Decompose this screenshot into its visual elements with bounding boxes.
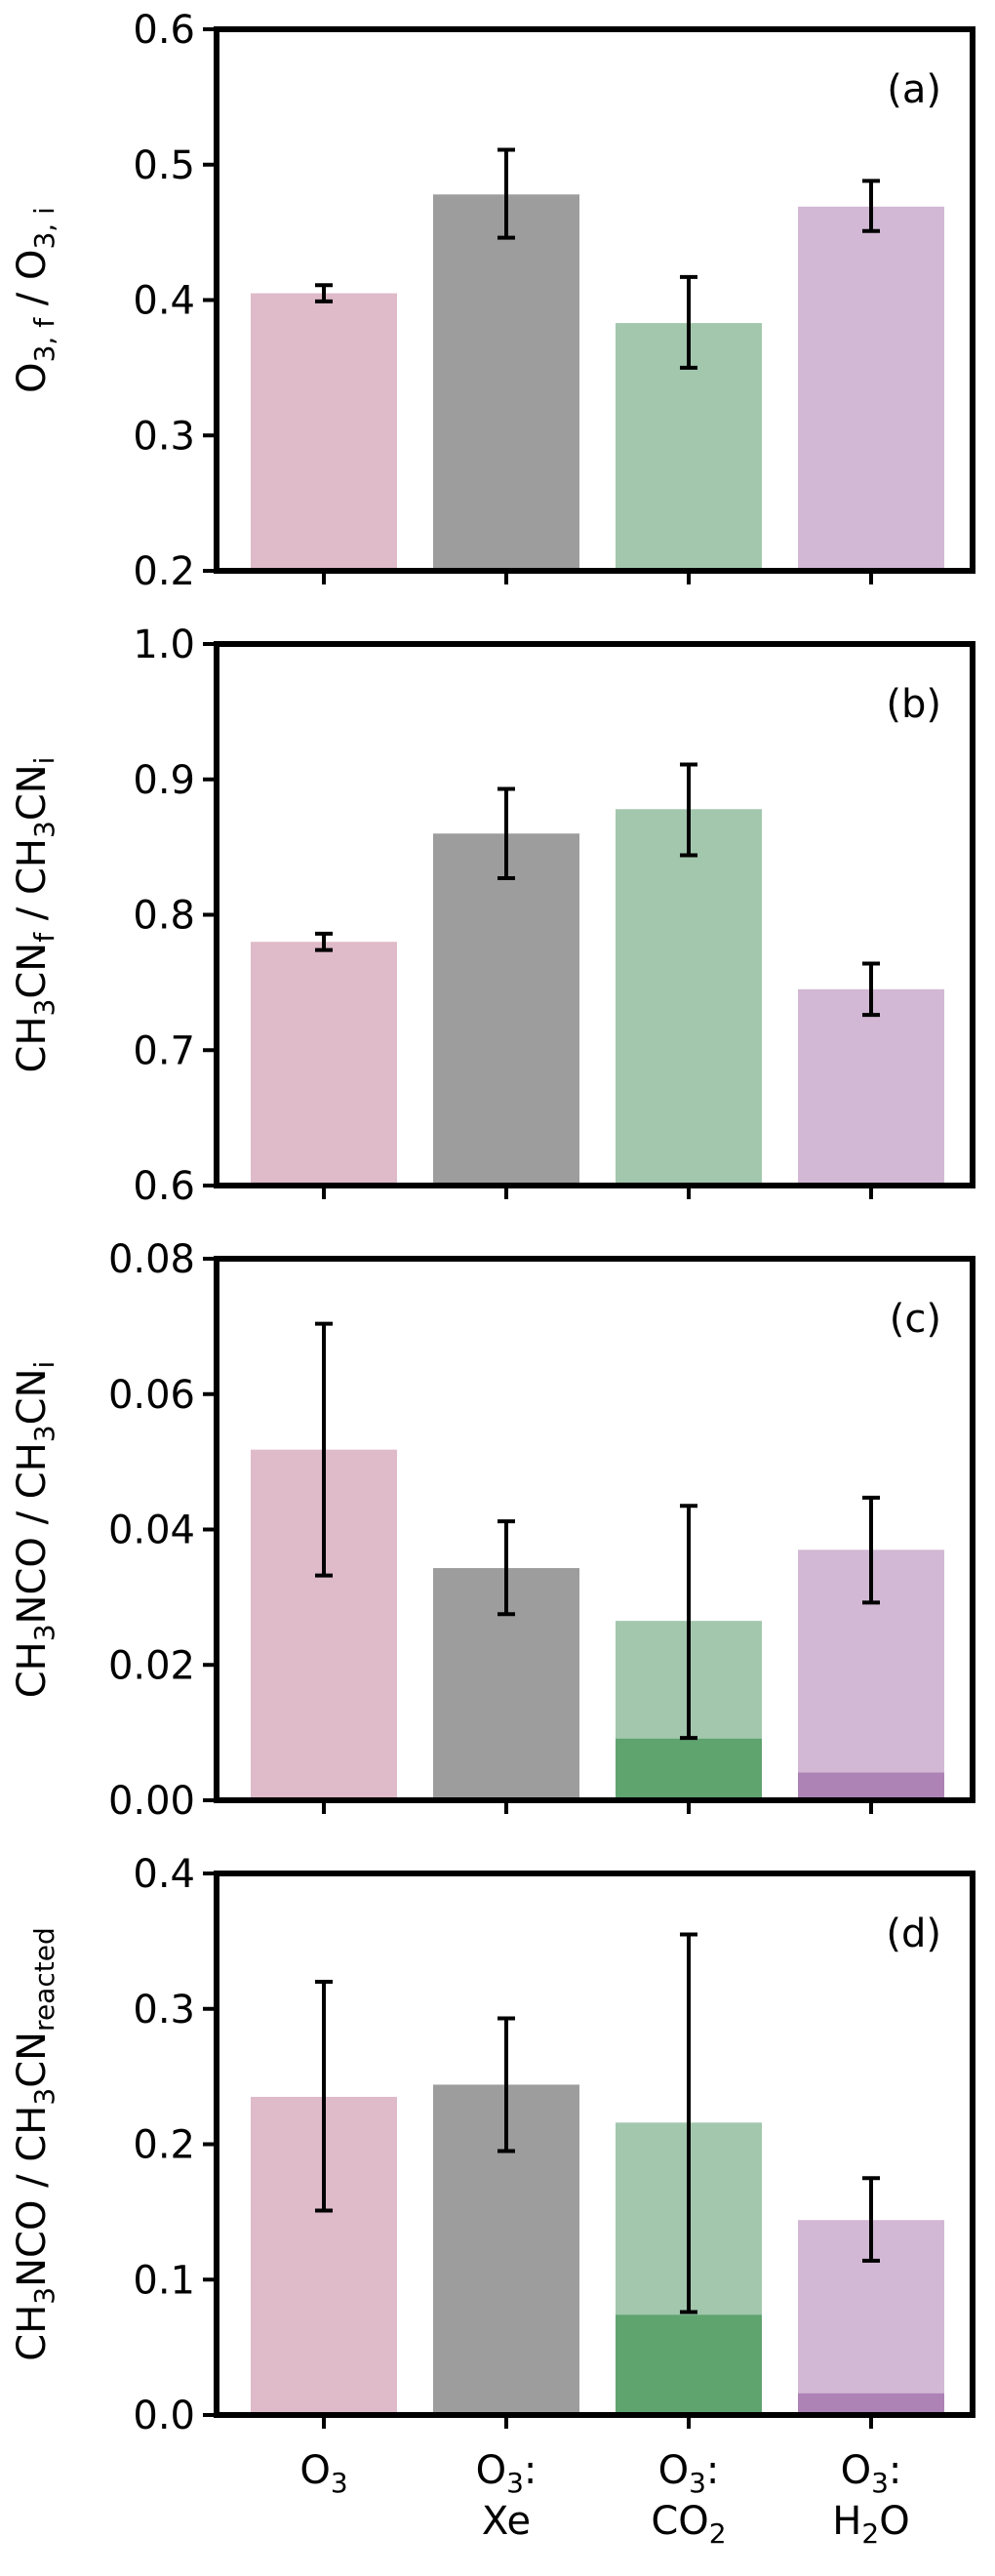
svg-text:Xe: Xe [482,2499,531,2544]
y-tick-label: 0.06 [108,1373,195,1418]
svg-text:H2O: H2O [832,2499,909,2550]
panels: 0.2 0.3 0.4 0.5 0.6 (a) O3, f / O3, i 0.6 0.7 0.8… [10,8,975,2438]
error-bar-O3:Xe [498,1519,515,1617]
bar-dark-O3:CO2 [616,1738,762,1800]
bar-O3 [251,942,397,1186]
y-tick-label: 0.7 [133,1028,195,1073]
error-bar-O3:CO2 [680,1932,697,2314]
y-tick-label: 0.04 [108,1509,195,1553]
error-bar-O3:Xe [498,786,515,881]
y-tick-label: 0.2 [133,549,195,594]
error-bar-O3:H2O [862,179,880,233]
y-tick-label: 0.8 [133,894,195,939]
bar-O3:CO2 [616,809,762,1186]
bar-dark-O3:H2O [798,2393,944,2415]
y-axis-label: O3, f / O3, i [10,207,60,393]
y-tick-label: 0.08 [108,1237,195,1282]
panel-label: (d) [886,1912,941,1956]
panel-a: 0.2 0.3 0.4 0.5 0.6 (a) O3, f / O3, i [10,8,975,594]
error-bar-O3:H2O [862,2176,880,2263]
y-tick-label: 0.6 [133,1164,195,1209]
panel-label: (b) [886,682,941,727]
y-tick-label: 0.4 [133,279,195,324]
y-tick-label: 0.3 [133,414,195,459]
x-tick-label-1: O3:Xe [476,2448,537,2544]
y-tick-label: 0.0 [133,2394,195,2438]
panel-c: 0.00 0.02 0.04 0.06 0.08 (c) CH3NCO / CH3CNi [10,1237,975,1824]
svg-text:CO2: CO2 [651,2499,726,2550]
bar-O3:H2O [798,988,944,1186]
y-axis-label: CH3CNf / CH3CNi [10,757,60,1073]
x-tick-label-0: O3 [299,2448,347,2499]
error-bar-O3 [315,1321,333,1578]
y-tick-label: 0.2 [133,2123,195,2168]
error-bar-O3:Xe [498,147,515,240]
y-tick-label: 0.3 [133,1988,195,2033]
svg-text:O3:: O3: [658,2448,720,2499]
bar-O3 [251,293,397,571]
x-tick-label-3: O3:H2O [832,2448,909,2550]
error-bar-O3:CO2 [680,1504,697,1741]
error-bar-O3:CO2 [680,762,697,858]
bar-dark-O3:H2O [798,1772,944,1800]
error-bar-O3 [315,931,333,952]
panel-label: (a) [887,67,941,112]
y-tick-label: 0.6 [133,8,195,53]
bar-O3:Xe [433,194,579,571]
bar-O3:Xe [433,833,579,1186]
y-tick-label: 1.0 [133,623,195,667]
bar-dark-O3:CO2 [616,2314,762,2415]
y-tick-label: 0.02 [108,1643,195,1688]
y-tick-label: 0.9 [133,758,195,803]
svg-text:O3:: O3: [476,2448,537,2499]
y-axis-label: CH3NCO / CH3CNi [10,1361,60,1699]
svg-text:O3:: O3: [841,2448,902,2499]
panel-d: 0.0 0.1 0.2 0.3 0.4 (d) CH3NCO / CH3CNreacted [10,1852,975,2438]
y-tick-label: 0.1 [133,2258,195,2303]
panel-label: (c) [890,1297,941,1342]
error-bar-O3:CO2 [680,274,697,370]
error-bar-O3 [315,283,333,303]
y-axis-label: CH3NCO / CH3CNreacted [10,1927,60,2360]
y-tick-label: 0.5 [133,143,195,188]
error-bar-O3:H2O [862,1495,880,1605]
y-tick-label: 0.4 [133,1852,195,1897]
svg-text:O3: O3 [299,2448,347,2499]
error-bar-O3:Xe [498,2016,515,2153]
x-tick-label-2: O3:CO2 [651,2448,726,2550]
error-bar-O3:H2O [862,961,880,1018]
panel-b: 0.6 0.7 0.8 0.9 1.0 (b) CH3CNf / CH3CNi [10,623,975,1209]
bar-O3:H2O [798,206,944,571]
error-bar-O3 [315,1980,333,2213]
y-tick-label: 0.00 [108,1779,195,1824]
